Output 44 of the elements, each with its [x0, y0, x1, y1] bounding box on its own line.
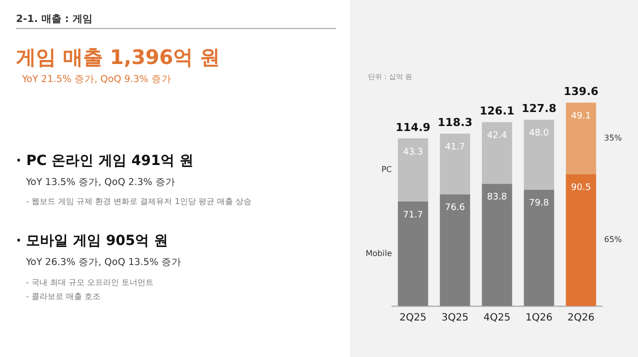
text: YoY 13.5% 증가, QoQ 2.3% 증가 — [26, 176, 176, 189]
text: YoY 26.3% 증가, QoQ 13.5% 증가 — [26, 256, 182, 269]
total-label: 118.3 — [438, 116, 472, 129]
text: - 국내 최대 규모 오프라인 토너먼트 — [26, 277, 154, 288]
data-label: 71.7 — [402, 210, 424, 220]
data-label: 43.3 — [402, 147, 424, 158]
bar — [566, 174, 596, 306]
x-tick-label: 2Q26 — [568, 312, 594, 324]
text: 게임 매출 1,396억 원 — [16, 44, 220, 71]
total-label: 114.9 — [396, 120, 430, 134]
x-tick-label: 1Q26 — [526, 312, 552, 324]
data-label: 83.8 — [486, 192, 508, 203]
total-label: 127.8 — [522, 102, 556, 116]
x-tick-label: 3Q25 — [442, 312, 468, 324]
text: · 모바일 게임 905억 원 — [16, 232, 168, 250]
text: - 콜라보로 매출 호조 — [26, 291, 101, 302]
text: 65% — [604, 235, 622, 244]
bar — [524, 190, 554, 306]
text: · PC 온라인 게임 491억 원 — [16, 152, 194, 170]
series-label: PC — [381, 165, 392, 174]
total-label: 126.1 — [480, 104, 514, 118]
data-label: 49.1 — [570, 111, 592, 122]
x-tick-label: 4Q25 — [484, 312, 510, 324]
bar — [398, 138, 428, 202]
x-tick-label: 2Q25 — [400, 312, 426, 324]
series-label: Mobile — [366, 248, 392, 258]
bar — [440, 194, 470, 306]
data-label: 42.4 — [486, 130, 508, 141]
bar — [398, 202, 428, 306]
text: 2-1. 매출 : 게임 — [16, 13, 92, 26]
text: YoY 21.5% 증가, QoQ 9.3% 증가 — [22, 73, 172, 86]
data-label: 48.0 — [528, 128, 550, 139]
data-label: 79.8 — [528, 198, 550, 209]
text: - 웹보드 게임 규제 환경 변화로 결제유저 1인당 평균 매출 상승 — [26, 196, 252, 207]
bar — [566, 102, 596, 174]
data-label: 41.7 — [444, 142, 466, 152]
bar — [440, 134, 470, 194]
bar — [482, 122, 512, 184]
data-label: 90.5 — [570, 182, 592, 193]
text: 35% — [604, 133, 622, 142]
total-label: 139.6 — [564, 84, 599, 98]
data-label: 76.6 — [444, 203, 466, 214]
bar — [482, 184, 512, 306]
bar — [524, 120, 554, 190]
